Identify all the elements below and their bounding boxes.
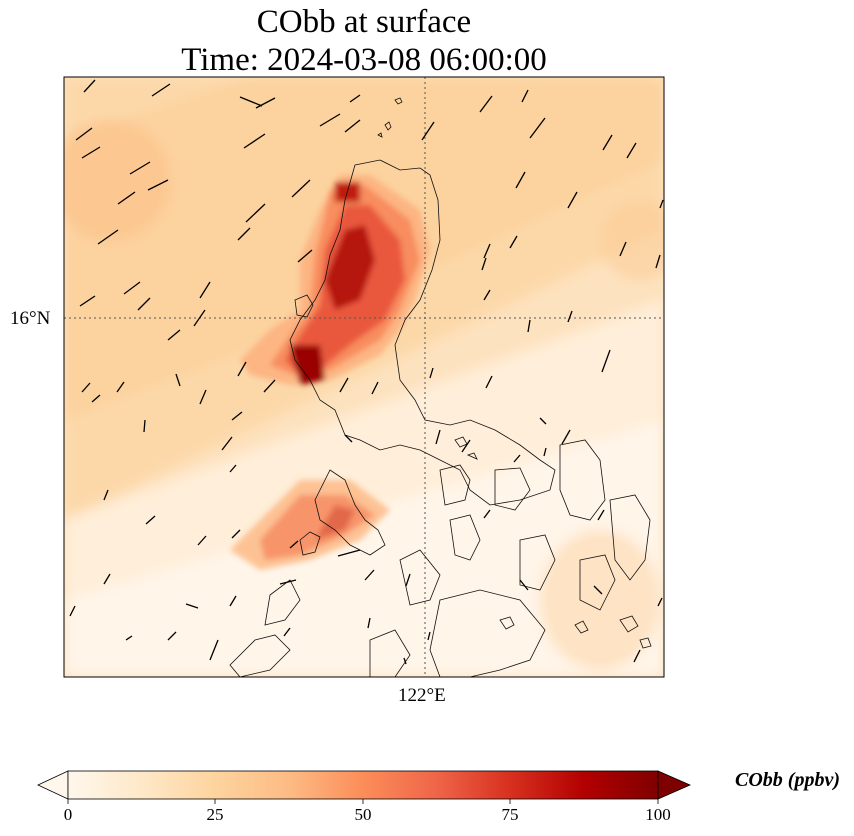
map-title: CObb at surface: [256, 4, 472, 40]
cobb-field: [64, 77, 664, 677]
colorbar-extend-max: [657, 770, 691, 800]
colorbar: [37, 770, 691, 804]
colorbar-tick-100: 100: [645, 805, 671, 824]
colorbar-tick-0: 0: [63, 805, 73, 824]
lon-tick-label: 122°E: [398, 685, 446, 706]
map-frame: [63, 76, 665, 678]
colorbar-gradient: [67, 770, 659, 800]
colorbar-extend-min: [37, 770, 69, 800]
coastline: [229, 97, 652, 677]
colorbar-tick-25: 25: [206, 805, 224, 824]
colorbar-tick-75: 75: [501, 805, 519, 824]
lat-tick-label: 16°N: [10, 308, 51, 329]
map-time: Time: 2024-03-08 06:00:00: [181, 42, 547, 78]
colorbar-label: CObb (ppbv): [735, 769, 840, 791]
wind-vectors: [69, 79, 664, 665]
map-canvas: [63, 76, 665, 678]
colorbar-tick-50: 50: [354, 805, 372, 824]
